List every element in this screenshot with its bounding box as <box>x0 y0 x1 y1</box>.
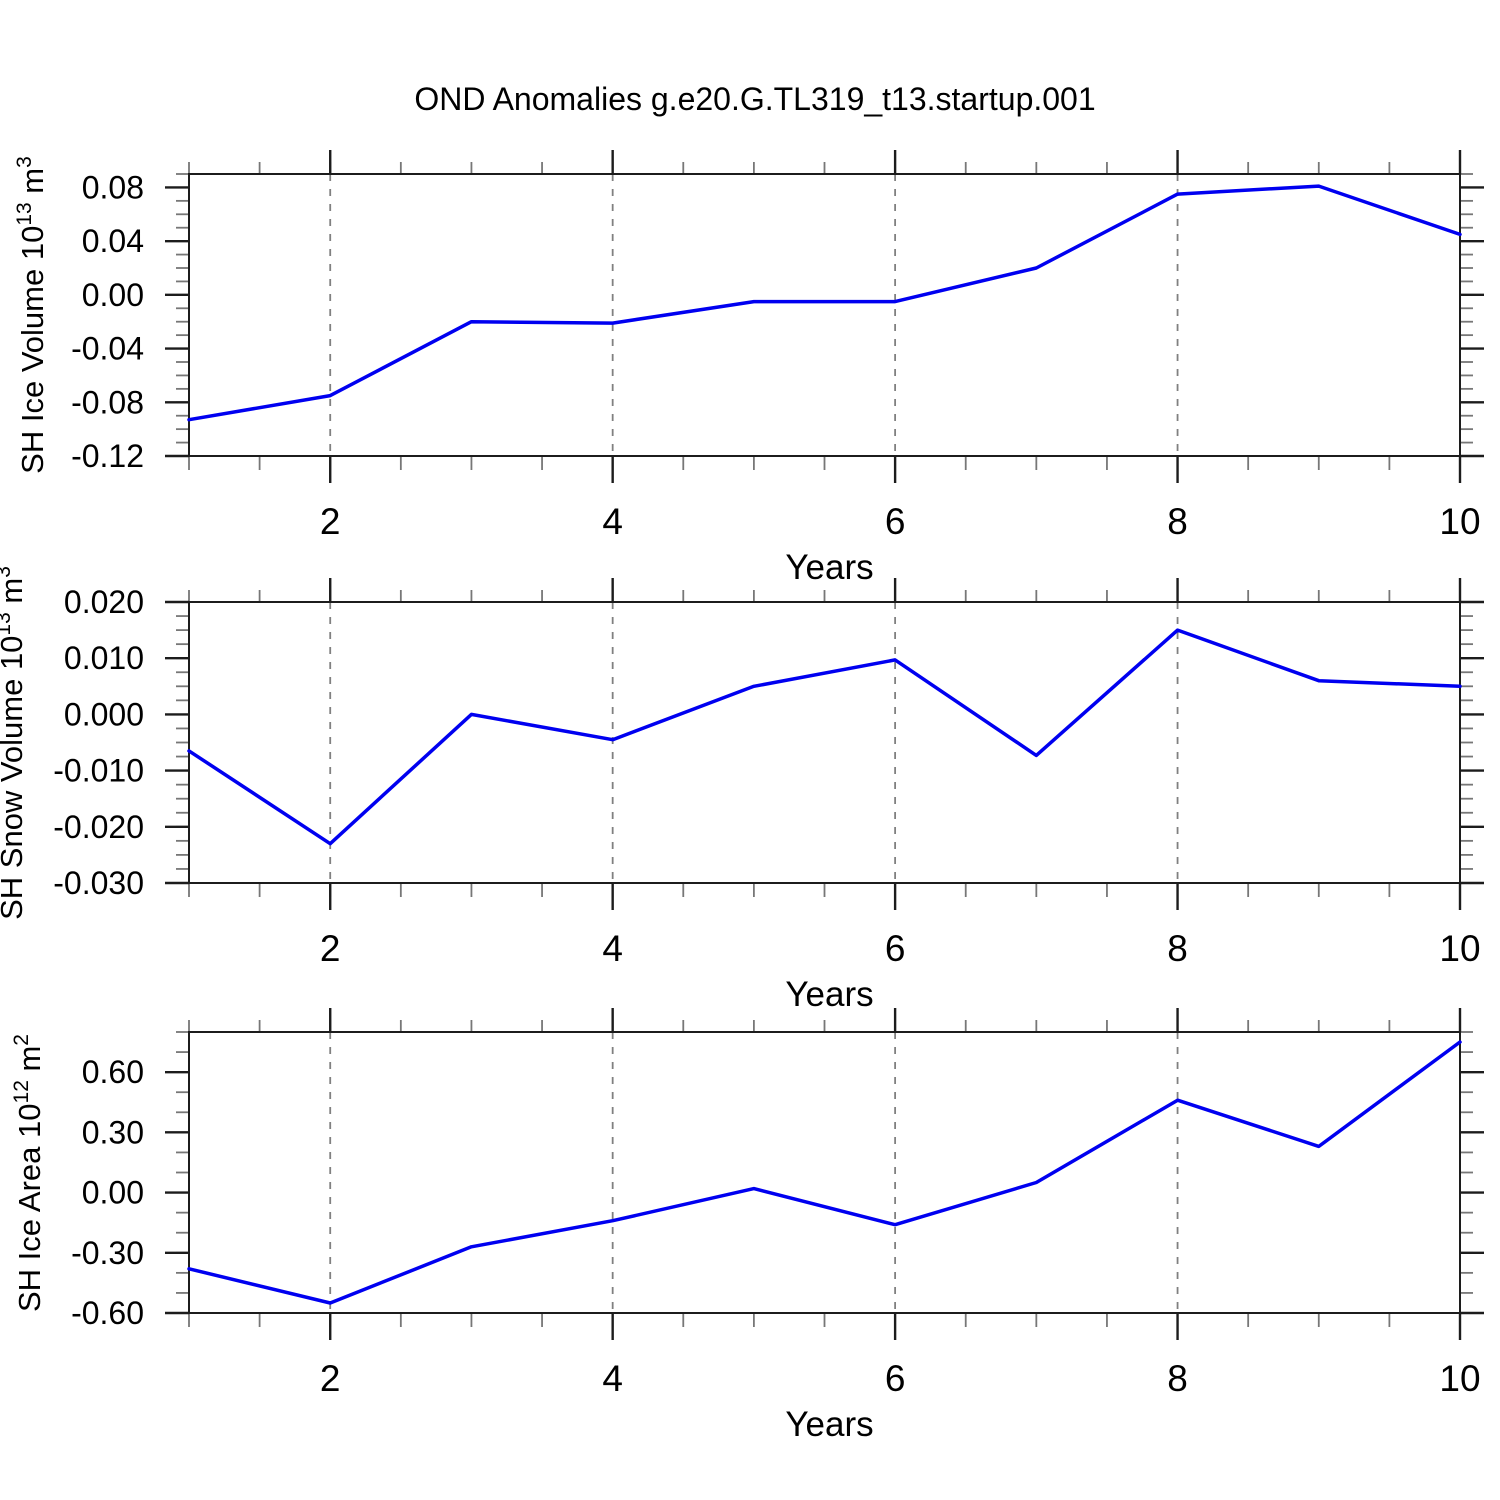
x-tick-label: 4 <box>602 928 623 969</box>
data-line <box>187 1040 1462 1305</box>
sh-snow-volume-chart: 2 4 6 8 10 0.020 0.010 0.000 -0.010 -0.020 -0.030 Y… <box>53 578 1484 1014</box>
x-tick-label: 2 <box>320 501 341 542</box>
y-axis-title-superscript: 2 <box>10 1033 33 1046</box>
y-axis-title-superscript: 13 <box>0 611 15 636</box>
x-tick-label: 2 <box>320 1358 341 1399</box>
y-major-ticks <box>165 600 1484 885</box>
x-tick-label: 2 <box>320 928 341 969</box>
x-minor-ticks <box>188 162 1461 470</box>
y-tick-label: 0.020 <box>64 584 144 620</box>
x-minor-ticks <box>188 590 1461 897</box>
x-tick-label: 8 <box>1167 501 1188 542</box>
y-tick-label: -0.08 <box>71 384 144 420</box>
x-major-ticks <box>329 150 1462 483</box>
x-tick-label: 4 <box>602 1358 623 1399</box>
y-tick-label: 0.000 <box>64 696 144 732</box>
plot-frame <box>188 1031 1461 1314</box>
x-axis-title: Years <box>785 975 873 1014</box>
sh-ice-area-chart: 2 4 6 8 10 0.60 0.30 0.00 -0.30 -0.60 Years <box>71 1008 1484 1444</box>
y-axis-title-text: m <box>12 1045 47 1080</box>
y-axis-title-text: m <box>0 577 29 611</box>
x-tick-label: 10 <box>1439 501 1480 542</box>
y-tick-label: 0.30 <box>82 1114 144 1150</box>
y-minor-ticks <box>176 1031 1473 1314</box>
x-tick-label: 4 <box>602 501 623 542</box>
x-tick-label: 10 <box>1439 928 1480 969</box>
y-axis-title-text: SH Ice Volume 10 <box>15 225 50 474</box>
y-tick-label: 0.00 <box>82 1175 144 1211</box>
y-axis-title-text: m <box>15 167 50 203</box>
y-axis-title: SH Snow Volume 1013 m3 <box>0 566 30 920</box>
plot-frame <box>188 173 1461 457</box>
y-axis-title-superscript: 13 <box>13 202 36 226</box>
y-tick-label: -0.010 <box>53 753 144 789</box>
data-line <box>187 184 1462 422</box>
y-axis-title: SH Ice Volume 1013 m3 <box>13 156 51 474</box>
y-axis-title-superscript: 3 <box>0 566 15 578</box>
y-major-ticks <box>165 186 1484 458</box>
x-axis-title: Years <box>785 548 873 587</box>
y-axis-title-superscript: 12 <box>10 1079 33 1103</box>
y-tick-label: -0.30 <box>71 1235 144 1271</box>
y-tick-label: 0.60 <box>82 1054 144 1090</box>
x-major-ticks <box>329 578 1462 910</box>
x-axis-title: Years <box>785 1405 873 1444</box>
y-tick-label: 0.08 <box>82 169 144 205</box>
y-tick-label: -0.12 <box>71 438 144 474</box>
x-tick-label: 6 <box>885 1358 906 1399</box>
x-minor-ticks <box>188 1020 1461 1327</box>
y-tick-label: -0.020 <box>53 809 144 845</box>
sh-ice-volume-chart: 2 4 6 8 10 0.08 0.04 0.00 -0.04 -0.08 -0.12 Years <box>71 150 1484 587</box>
x-major-ticks <box>329 1008 1462 1340</box>
data-line <box>187 628 1462 846</box>
x-tick-label: 10 <box>1439 1358 1480 1399</box>
chart-title: OND Anomalies g.e20.G.TL319_t13.startup.… <box>414 81 1096 117</box>
y-major-ticks <box>165 1070 1484 1315</box>
y-axis-title: SH Ice Area 1012 m2 <box>10 1033 48 1312</box>
x-tick-label: 6 <box>885 928 906 969</box>
y-axis-title-text: SH Snow Volume 10 <box>0 635 29 920</box>
y-axis-title-superscript: 3 <box>13 156 36 168</box>
x-tick-label: 8 <box>1167 1358 1188 1399</box>
y-tick-label: 0.00 <box>82 277 144 313</box>
plot-frame <box>188 601 1461 884</box>
x-tick-label: 6 <box>885 501 906 542</box>
y-tick-label: -0.04 <box>71 331 144 367</box>
y-minor-ticks <box>176 601 1473 884</box>
y-tick-label: -0.60 <box>71 1295 144 1331</box>
y-tick-label: 0.04 <box>82 223 144 259</box>
y-axis-title-text: SH Ice Area 10 <box>12 1102 47 1312</box>
y-minor-ticks <box>176 173 1473 457</box>
x-tick-label: 8 <box>1167 928 1188 969</box>
y-tick-label: 0.010 <box>64 640 144 676</box>
y-tick-label: -0.030 <box>53 865 144 901</box>
